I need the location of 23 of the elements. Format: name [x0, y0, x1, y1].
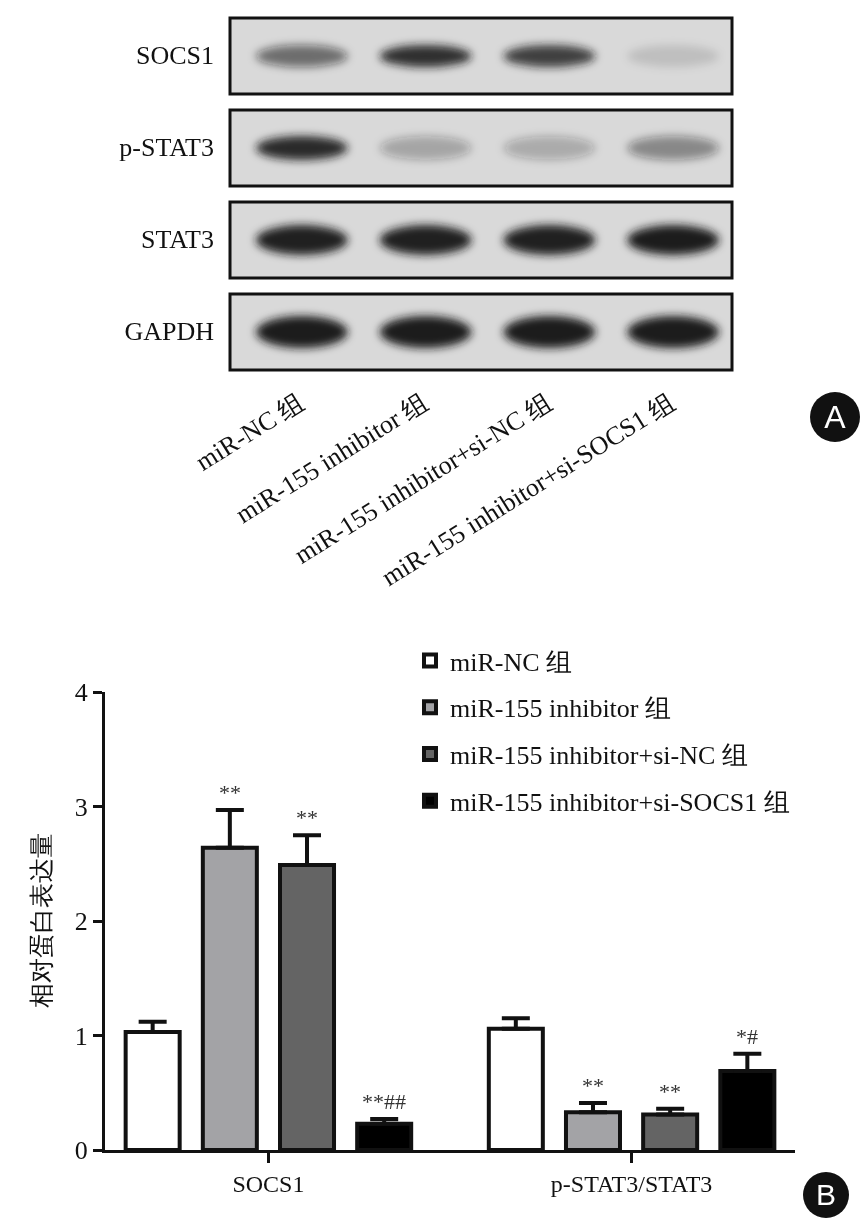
text: B [803, 1172, 849, 1218]
legend-label: miR-155 inhibitor+si-SOCS1 组 [450, 787, 790, 817]
data-label: ** [582, 1073, 604, 1098]
legend-label: miR-155 inhibitor 组 [450, 694, 671, 724]
data-label: **## [362, 1089, 406, 1114]
y-axis-title: 相对蛋白表达量 [27, 833, 55, 1009]
data-label: *# [736, 1024, 758, 1049]
x-tick-label: p-STAT3/STAT3 [550, 1170, 713, 1197]
category-label: STAT3 [140, 225, 214, 254]
text: A [810, 392, 860, 442]
y-tick-label: 1 [74, 1021, 88, 1051]
data-label: ** [659, 1079, 681, 1104]
category-label: GAPDH [124, 317, 214, 346]
y-tick-label: 2 [74, 907, 88, 937]
y-tick-label: 4 [74, 678, 88, 708]
y-tick-label: 3 [74, 792, 88, 822]
category-label: SOCS1 [135, 41, 214, 70]
category-label: p-STAT3 [119, 133, 214, 162]
data-label: ** [296, 805, 318, 830]
legend-label: miR-155 inhibitor+si-NC 组 [450, 741, 748, 771]
legend-label: miR-NC 组 [450, 647, 573, 677]
data-label: ** [219, 780, 241, 805]
y-tick-label: 0 [74, 1136, 88, 1166]
